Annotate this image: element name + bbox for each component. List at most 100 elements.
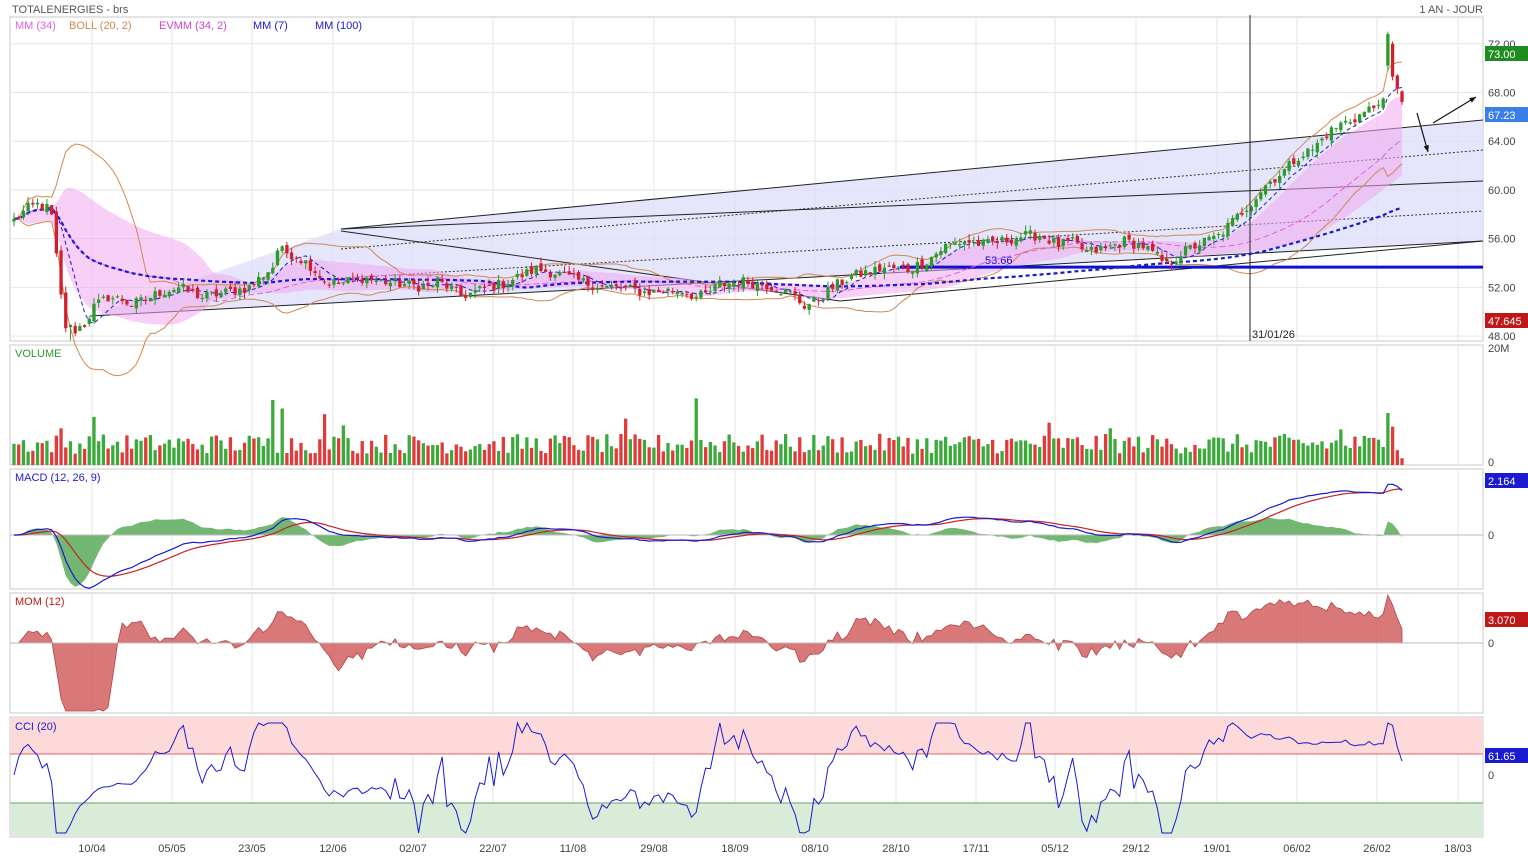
volume-bar bbox=[68, 441, 73, 465]
volume-bar bbox=[1353, 436, 1357, 465]
volume-bar bbox=[1193, 444, 1197, 465]
volume-bar bbox=[299, 442, 303, 465]
candle-body bbox=[821, 299, 825, 301]
candle-body bbox=[558, 272, 562, 276]
candle-body bbox=[111, 298, 115, 300]
volume-bar bbox=[675, 444, 680, 465]
candle-body bbox=[162, 294, 167, 298]
candle-body bbox=[633, 282, 637, 289]
candle-body bbox=[807, 304, 811, 310]
volume-bar bbox=[562, 435, 567, 465]
candle-body bbox=[953, 242, 957, 246]
volume-bar bbox=[816, 450, 821, 465]
candle-body bbox=[925, 264, 929, 271]
volume-bar bbox=[144, 437, 148, 465]
candle-body bbox=[31, 202, 35, 205]
candle-body bbox=[948, 243, 952, 245]
volume-bar bbox=[398, 450, 402, 465]
x-tick-label: 17/11 bbox=[963, 843, 990, 855]
volume-bar bbox=[1343, 445, 1348, 465]
candle-body bbox=[1127, 234, 1131, 240]
volume-bar bbox=[986, 444, 990, 465]
candle-body bbox=[369, 275, 374, 281]
volume-bar bbox=[1334, 440, 1338, 465]
candle-body bbox=[1028, 230, 1032, 234]
price-badge bbox=[1485, 46, 1528, 61]
cci-oversold-zone bbox=[11, 803, 1482, 836]
candle-body bbox=[849, 275, 854, 280]
candle-body bbox=[1155, 252, 1159, 254]
candle-body bbox=[751, 281, 755, 289]
x-tick-label: 22/07 bbox=[479, 843, 507, 855]
candle-body bbox=[628, 284, 633, 288]
volume-bar bbox=[882, 450, 887, 465]
volume-bar bbox=[388, 452, 393, 465]
volume-bar bbox=[1301, 443, 1305, 465]
volume-bar bbox=[1033, 444, 1037, 465]
candle-body bbox=[656, 289, 661, 292]
candle-body bbox=[304, 260, 308, 264]
candle-body bbox=[129, 305, 134, 307]
price-panel: 53.66 31/01/26 bbox=[12, 15, 1484, 377]
candle-body bbox=[1287, 161, 1291, 171]
volume-bar bbox=[1122, 440, 1127, 465]
volume-bar bbox=[1226, 451, 1230, 465]
volume-bar bbox=[1221, 438, 1225, 465]
bollinger-lower bbox=[13, 163, 1403, 377]
volume-bar bbox=[859, 439, 863, 465]
volume-bar bbox=[769, 450, 774, 465]
candle-body bbox=[407, 280, 411, 284]
volume-bar bbox=[1259, 440, 1263, 465]
candle-body bbox=[722, 283, 727, 287]
candle-body bbox=[520, 274, 524, 278]
volume-bar bbox=[97, 441, 101, 465]
volume-bar bbox=[835, 452, 840, 465]
candle-body bbox=[172, 289, 176, 293]
channel-upper-line bbox=[340, 119, 1484, 230]
candle-body bbox=[233, 287, 237, 295]
candle-body bbox=[1348, 122, 1352, 124]
candle-body bbox=[1150, 243, 1155, 251]
candle-body bbox=[1122, 236, 1127, 248]
candle-body bbox=[12, 218, 16, 222]
candle-body bbox=[1014, 238, 1018, 246]
indicator-badge-text: 2.164 bbox=[1488, 476, 1516, 488]
volume-bar bbox=[1155, 439, 1159, 465]
candle-body bbox=[911, 270, 915, 274]
volume-bar bbox=[294, 450, 298, 465]
candle-body bbox=[482, 286, 487, 288]
volume-bar bbox=[252, 438, 256, 465]
candle-body bbox=[642, 291, 647, 294]
volume-bar bbox=[402, 453, 407, 465]
candle-body bbox=[567, 271, 571, 275]
mom-zero-label: 0 bbox=[1488, 638, 1494, 650]
volume-bar bbox=[788, 446, 792, 465]
date-marker-label: 31/01/26 bbox=[1252, 329, 1295, 341]
volume-bar bbox=[115, 441, 120, 465]
volume-bar bbox=[638, 438, 642, 465]
volume-bar bbox=[600, 452, 604, 465]
volume-bar bbox=[1169, 444, 1174, 465]
volume-bar bbox=[878, 433, 882, 465]
volume-bar bbox=[892, 440, 896, 465]
candle-body bbox=[1108, 245, 1112, 247]
volume-bar bbox=[322, 414, 327, 465]
candle-body bbox=[826, 286, 830, 299]
volume-bar bbox=[567, 437, 571, 465]
candle-body bbox=[313, 271, 317, 274]
volume-bar bbox=[708, 442, 712, 465]
volume-bar bbox=[1066, 438, 1070, 465]
volume-bar bbox=[1103, 434, 1108, 465]
volume-bar bbox=[1315, 444, 1319, 465]
volume-bar bbox=[633, 434, 637, 465]
candle-body bbox=[1320, 138, 1324, 141]
volume-bar bbox=[17, 444, 21, 465]
candle-body bbox=[1160, 254, 1164, 261]
volume-bar bbox=[755, 441, 760, 465]
volume-bar bbox=[341, 425, 346, 465]
volume-bar bbox=[783, 434, 788, 465]
candle-body bbox=[1085, 250, 1089, 253]
candle-body bbox=[355, 276, 360, 278]
volume-bar bbox=[1150, 435, 1155, 465]
